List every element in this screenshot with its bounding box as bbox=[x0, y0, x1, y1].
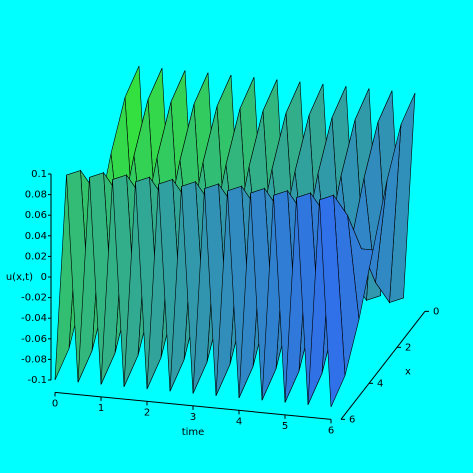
z-tick-label: 0.02 bbox=[25, 251, 47, 262]
t-axis-label: time bbox=[182, 427, 205, 438]
x-tick-label: 4 bbox=[377, 378, 383, 389]
x-tick-label: 6 bbox=[349, 414, 355, 425]
t-tick-label: 0 bbox=[52, 398, 58, 409]
z-tick-label: 0.04 bbox=[25, 231, 47, 242]
x-tick-label: 2 bbox=[405, 342, 411, 353]
x-axis-label: x bbox=[405, 366, 411, 377]
z-tick-label: -0.02 bbox=[21, 293, 47, 304]
z-tick-label: 0.08 bbox=[25, 190, 47, 201]
z-tick-label: 0.06 bbox=[25, 210, 47, 221]
z-tick-label: -0.04 bbox=[21, 313, 47, 324]
z-tick-label: -0.1 bbox=[27, 375, 47, 386]
t-tick-label: 2 bbox=[144, 407, 150, 418]
t-tick-label: 1 bbox=[98, 403, 104, 414]
x-axis bbox=[340, 311, 426, 420]
surface-patch bbox=[319, 194, 346, 408]
z-tick-label: -0.06 bbox=[21, 334, 47, 345]
t-tick-label: 3 bbox=[190, 412, 196, 423]
z-tick-label: 0.1 bbox=[31, 169, 47, 180]
t-tick-label: 6 bbox=[328, 425, 334, 436]
t-tick-label: 5 bbox=[282, 421, 288, 432]
t-tick-label: 4 bbox=[236, 416, 242, 427]
x-tick-label: 0 bbox=[433, 306, 439, 317]
z-axis-label: u(x,t) bbox=[6, 272, 33, 283]
z-tick-label: -0.08 bbox=[21, 354, 47, 365]
z-tick-label: 0 bbox=[41, 272, 47, 283]
